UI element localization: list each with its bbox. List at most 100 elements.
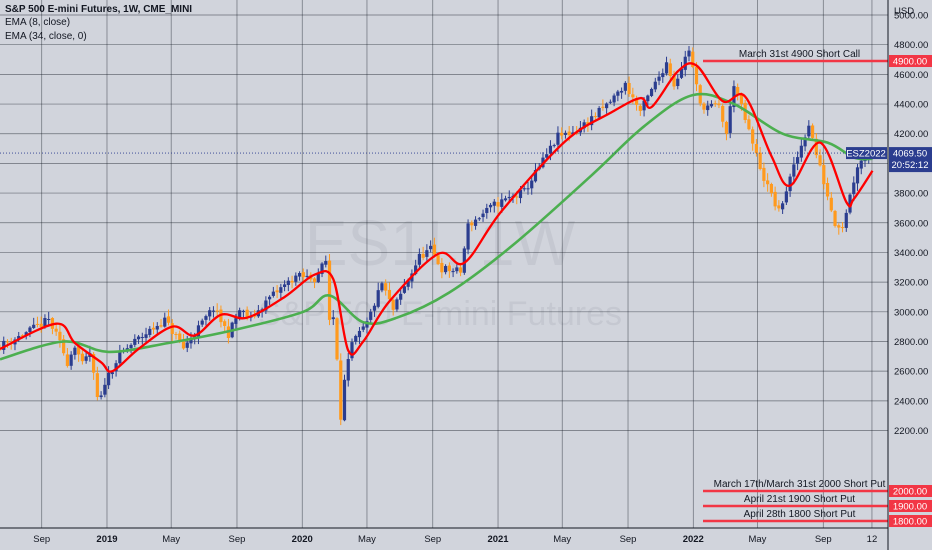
candle-body xyxy=(470,222,474,226)
candle-body xyxy=(848,194,852,213)
candle-body xyxy=(447,265,451,272)
candle-body xyxy=(739,94,744,104)
candle-body xyxy=(361,326,365,330)
candle-body xyxy=(305,275,309,277)
candle-body xyxy=(69,354,73,366)
candle-body xyxy=(208,310,212,317)
candle-body xyxy=(837,225,841,228)
candle-body xyxy=(43,318,47,327)
annotation-price-label: 4900.00 xyxy=(893,57,927,68)
candle-body xyxy=(17,336,21,340)
candle-body xyxy=(792,164,796,177)
candle-body xyxy=(451,271,455,273)
candle-body xyxy=(155,325,159,330)
candle-body xyxy=(784,191,788,203)
candle-body xyxy=(623,82,627,91)
candle-body xyxy=(777,205,781,209)
candle-body xyxy=(721,105,725,122)
candle-body xyxy=(657,76,661,81)
candle-body xyxy=(620,90,624,93)
candle-body xyxy=(402,286,407,293)
candle-body xyxy=(223,321,227,326)
legend: S&P 500 E-mini Futures, 1W, CME_MINI EMA… xyxy=(5,4,192,42)
watermark-description: S&P 500 E-mini Futures xyxy=(258,295,622,333)
candle-body xyxy=(391,299,395,310)
annotations[interactable]: March 31st 4900 Short Call 4900.00 March 1… xyxy=(703,49,932,528)
candle-body xyxy=(148,328,152,335)
annotation-price-label: 1800.00 xyxy=(893,517,927,528)
candle-body xyxy=(2,340,6,350)
candle-body xyxy=(840,227,845,229)
price-tick-label: 3400.00 xyxy=(894,248,928,259)
candle-body xyxy=(331,317,335,320)
candle-body xyxy=(282,284,287,287)
candle-body xyxy=(810,125,815,138)
time-tick-label: Sep xyxy=(424,534,441,545)
time-tick-label: 2022 xyxy=(683,534,704,545)
candle-body xyxy=(728,106,732,133)
candle-body xyxy=(533,170,538,182)
candle-body xyxy=(717,103,721,106)
candle-body xyxy=(601,106,605,108)
watermark: ES1!, 1W S&P 500 E-mini Futures xyxy=(258,207,622,333)
candle-body xyxy=(833,210,837,226)
candle-body xyxy=(327,260,332,320)
candle-body xyxy=(758,152,762,169)
annotation-price-tag xyxy=(889,515,932,527)
candle-body xyxy=(590,116,594,126)
candle-body xyxy=(634,98,639,105)
candle-body xyxy=(324,261,328,265)
legend-ema-34: EMA (34, close, 0) xyxy=(5,31,87,42)
candle-body xyxy=(144,334,148,338)
candle-body xyxy=(346,359,350,381)
candle-body xyxy=(92,354,96,373)
candle-body xyxy=(215,310,219,312)
candle-body xyxy=(271,291,275,296)
candle-body xyxy=(649,88,654,96)
candle-body xyxy=(200,320,204,325)
candle-body xyxy=(455,267,459,272)
annotation-price-tag xyxy=(889,55,932,67)
time-tick-label: May xyxy=(162,534,180,545)
candle-body xyxy=(196,325,201,338)
candle-body xyxy=(747,119,751,130)
candle-body xyxy=(822,165,826,185)
candle-body xyxy=(290,280,294,283)
candle-body xyxy=(159,325,163,327)
time-tick-label: Sep xyxy=(33,534,50,545)
price-tick-label: 3200.00 xyxy=(894,278,928,289)
candle-body xyxy=(627,83,631,95)
candle-body xyxy=(114,363,118,372)
candle-body xyxy=(417,253,421,265)
last-price-box xyxy=(889,147,932,173)
candle-body xyxy=(500,199,504,207)
candle-body xyxy=(612,95,616,103)
annotation-price-tag xyxy=(889,500,932,512)
candle-body xyxy=(844,212,848,228)
candle-body xyxy=(39,323,43,327)
candle-body xyxy=(320,263,324,274)
candle-body xyxy=(679,68,684,78)
candle-body xyxy=(462,248,466,273)
time-axis[interactable]: Sep 2019 May Sep 2020 May Sep 2021 May Sep 2022 May… xyxy=(0,527,888,545)
candle-body xyxy=(54,328,58,332)
candle-body xyxy=(429,245,433,250)
candle-body xyxy=(492,201,496,206)
time-tick-label: May xyxy=(748,534,766,545)
candle-body xyxy=(73,347,77,355)
candle-body xyxy=(552,145,556,147)
candle-body xyxy=(62,339,66,354)
candle-body xyxy=(855,167,860,184)
time-tick-label: 2021 xyxy=(487,534,509,545)
candle-body xyxy=(24,332,28,336)
candle-body xyxy=(58,331,62,341)
ema-34-line xyxy=(0,92,873,361)
candle-body xyxy=(781,203,785,210)
candle-body xyxy=(335,318,339,360)
candle-body xyxy=(316,273,320,283)
candle-body xyxy=(859,160,863,169)
candle-body xyxy=(631,94,635,98)
time-tick-label: Sep xyxy=(229,534,246,545)
